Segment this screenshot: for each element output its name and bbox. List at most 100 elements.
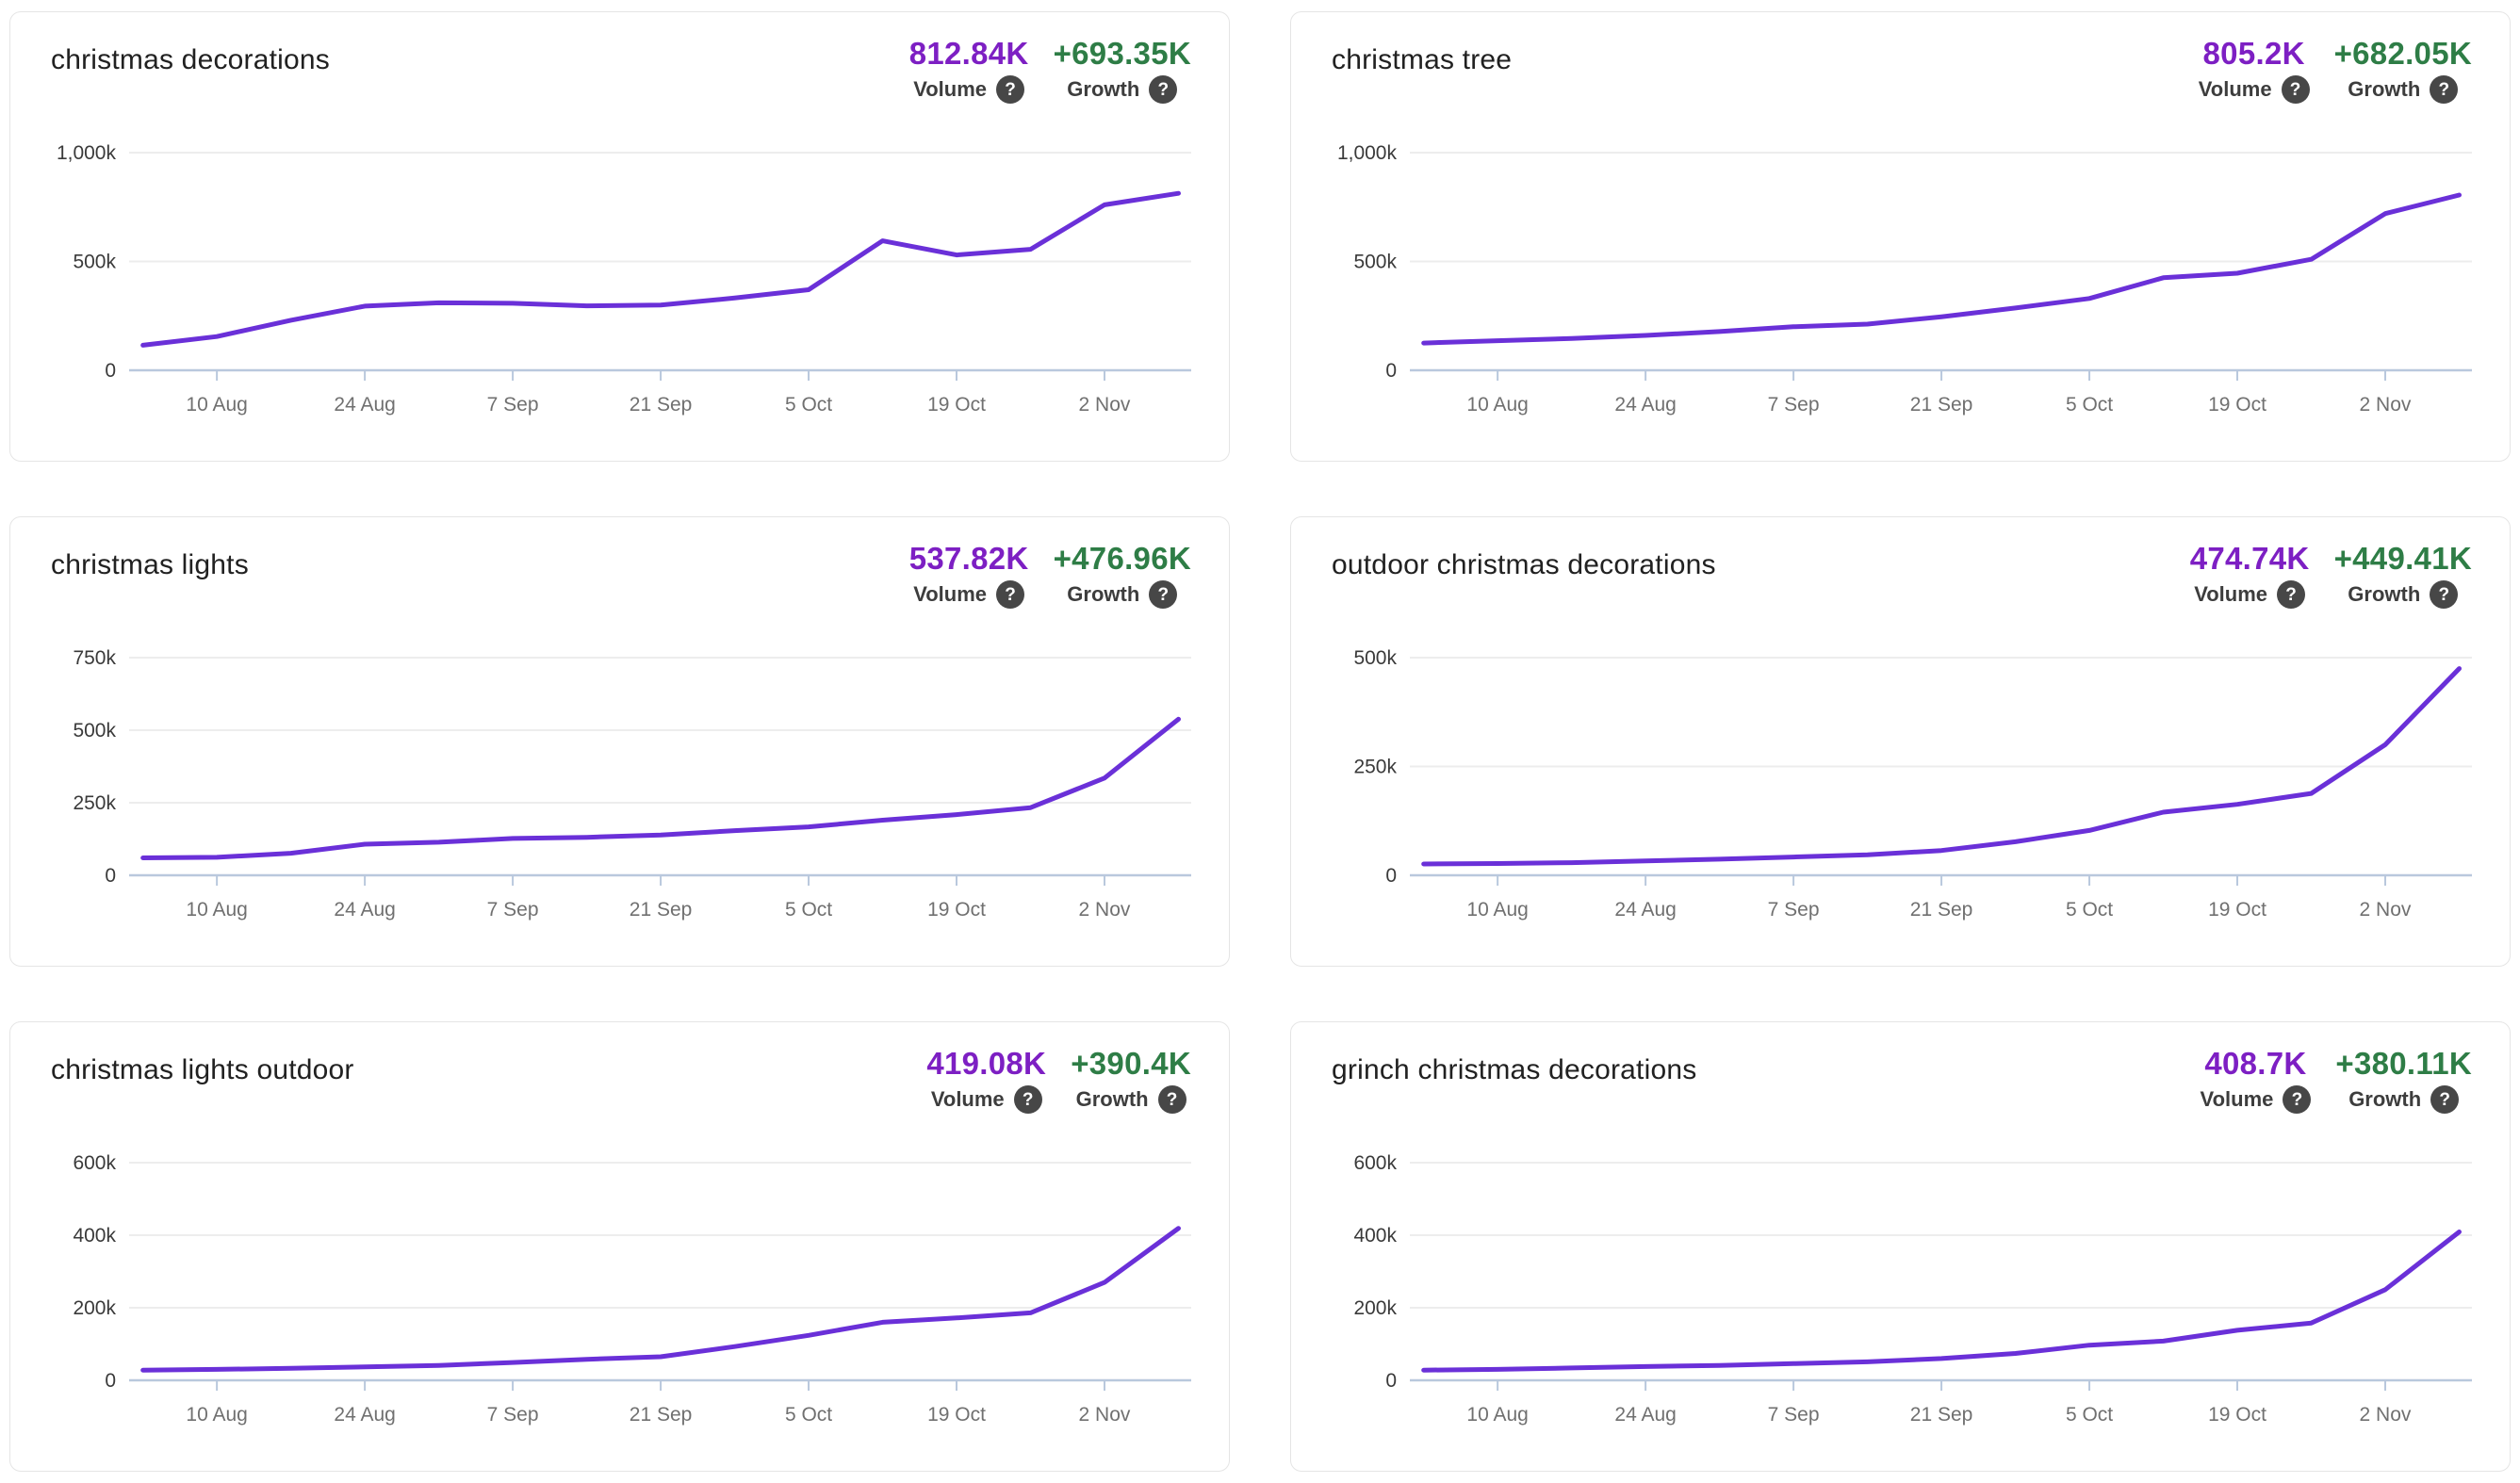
trend-line <box>1421 666 2462 867</box>
x-tick-label: 7 Sep <box>1768 394 1820 416</box>
volume-help-icon[interactable]: ? <box>2281 75 2310 104</box>
keyword-card: outdoor christmas decorations 474.74K Vo… <box>1290 516 2511 967</box>
volume-help-icon[interactable]: ? <box>1013 1085 1042 1114</box>
x-tick-label: 24 Aug <box>334 899 395 921</box>
growth-help-icon[interactable]: ? <box>1149 75 1178 104</box>
x-tick-label: 5 Oct <box>785 1404 832 1426</box>
x-tick-label: 2 Nov <box>2360 1404 2412 1426</box>
y-tick-label: 0 <box>105 360 116 382</box>
metrics-block: 408.7K Volume ? +380.11K Growth ? <box>2201 1047 2472 1114</box>
growth-metric: +380.11K Growth ? <box>2335 1047 2472 1114</box>
growth-label-row: Growth ? <box>1067 580 1178 609</box>
volume-label-row: Volume ? <box>2194 580 2306 609</box>
x-tick-label: 2 Nov <box>1079 899 1131 921</box>
trend-line <box>140 190 1181 348</box>
growth-metric: +682.05K Growth ? <box>2334 37 2472 104</box>
x-tick-label: 21 Sep <box>1910 1404 1973 1426</box>
growth-label: Growth <box>2348 77 2421 101</box>
growth-help-icon[interactable]: ? <box>1149 580 1178 609</box>
question-mark-glyph: ? <box>1005 79 1016 100</box>
y-tick-label: 0 <box>1385 865 1397 887</box>
volume-metric: 537.82K Volume ? <box>909 542 1029 609</box>
growth-label-row: Growth ? <box>2348 1085 2460 1114</box>
volume-metric: 474.74K Volume ? <box>2190 542 2310 609</box>
x-tick-label: 19 Oct <box>927 899 986 921</box>
volume-label: Volume <box>913 582 988 606</box>
growth-label-row: Growth ? <box>2348 580 2459 609</box>
x-tick-label: 24 Aug <box>1614 899 1676 921</box>
x-tick-label: 19 Oct <box>2208 394 2266 416</box>
keyword-title: outdoor christmas decorations <box>1332 549 1716 580</box>
x-tick-label: 10 Aug <box>186 394 247 416</box>
x-tick-label: 24 Aug <box>1614 394 1676 416</box>
trend-line-chart: 0 250k 500k 750k 10 Aug 24 Aug 7 Sep 21 Sep 5 Oc… <box>73 647 1191 921</box>
growth-label: Growth <box>1075 1087 1149 1111</box>
volume-label: Volume <box>913 77 988 101</box>
metrics-block: 474.74K Volume ? +449.41K Growth ? <box>2190 542 2472 609</box>
question-mark-glyph: ? <box>2285 584 2297 605</box>
x-tick-label: 24 Aug <box>334 394 395 416</box>
y-tick-label: 200k <box>1353 1297 1397 1319</box>
growth-label-row: Growth ? <box>1067 75 1178 104</box>
question-mark-glyph: ? <box>2291 1089 2303 1110</box>
volume-label: Volume <box>2194 582 2268 606</box>
metrics-block: 419.08K Volume ? +390.4K Growth ? <box>926 1047 1191 1114</box>
y-tick-label: 600k <box>73 1152 116 1174</box>
trend-line-chart: 0 500k 1,000k 10 Aug 24 Aug 7 Sep 21 Sep 5 Oct 1… <box>57 142 1191 416</box>
x-tick-label: 5 Oct <box>785 899 832 921</box>
keyword-title: grinch christmas decorations <box>1332 1054 1697 1085</box>
keyword-title: christmas lights outdoor <box>51 1054 354 1085</box>
question-mark-glyph: ? <box>2289 79 2301 100</box>
growth-label-row: Growth ? <box>1076 1085 1186 1114</box>
volume-help-icon[interactable]: ? <box>2283 1085 2312 1114</box>
volume-label: Volume <box>930 1087 1005 1111</box>
keyword-card: christmas decorations 812.84K Volume ? +… <box>9 11 1230 462</box>
volume-value: 408.7K <box>2204 1046 2307 1081</box>
question-mark-glyph: ? <box>1166 1089 1178 1110</box>
volume-metric: 812.84K Volume ? <box>909 37 1029 104</box>
keyword-card: christmas lights outdoor 419.08K Volume … <box>9 1021 1230 1472</box>
metrics-block: 537.82K Volume ? +476.96K Growth ? <box>909 542 1191 609</box>
trend-line-chart: 0 250k 500k 10 Aug 24 Aug 7 Sep 21 Sep 5 Oct 19 … <box>1353 647 2472 921</box>
volume-value: 537.82K <box>908 541 1029 576</box>
y-tick-label: 500k <box>1353 647 1397 669</box>
volume-help-icon[interactable]: ? <box>996 75 1025 104</box>
growth-help-icon[interactable]: ? <box>1157 1085 1186 1114</box>
question-mark-glyph: ? <box>2438 584 2450 605</box>
x-tick-label: 7 Sep <box>1768 1404 1820 1426</box>
x-tick-label: 24 Aug <box>1614 1404 1676 1426</box>
y-tick-label: 250k <box>73 792 116 814</box>
trend-line <box>1421 192 2462 346</box>
keyword-title: christmas tree <box>1332 44 1513 75</box>
volume-help-icon[interactable]: ? <box>2277 580 2306 609</box>
growth-help-icon[interactable]: ? <box>2430 75 2459 104</box>
growth-label-row: Growth ? <box>2348 75 2459 104</box>
y-tick-label: 500k <box>1353 252 1397 273</box>
volume-value: 419.08K <box>926 1046 1047 1081</box>
question-mark-glyph: ? <box>1005 584 1016 605</box>
y-tick-label: 400k <box>73 1225 116 1247</box>
growth-help-icon[interactable]: ? <box>2430 580 2459 609</box>
keyword-card: christmas lights 537.82K Volume ? +476.9… <box>9 516 1230 967</box>
x-tick-label: 7 Sep <box>487 1404 539 1426</box>
x-tick-label: 2 Nov <box>1079 1404 1131 1426</box>
x-tick-label: 5 Oct <box>2066 899 2113 921</box>
volume-label-row: Volume ? <box>2201 1085 2312 1114</box>
growth-value: +476.96K <box>1053 541 1191 576</box>
trend-line-chart: 0 200k 400k 600k 10 Aug 24 Aug 7 Sep 21 Sep 5 Oc… <box>73 1152 1191 1426</box>
growth-value: +449.41K <box>2333 541 2472 576</box>
trend-line <box>1421 1230 2462 1373</box>
growth-metric: +693.35K Growth ? <box>1054 37 1191 104</box>
trend-line-chart: 0 500k 1,000k 10 Aug 24 Aug 7 Sep 21 Sep 5 Oct 1… <box>1337 142 2472 416</box>
volume-help-icon[interactable]: ? <box>996 580 1025 609</box>
keyword-title: christmas decorations <box>51 44 330 75</box>
keyword-title: christmas lights <box>51 549 249 580</box>
growth-help-icon[interactable]: ? <box>2430 1085 2460 1114</box>
volume-value: 805.2K <box>2202 36 2305 71</box>
growth-metric: +476.96K Growth ? <box>1054 542 1191 609</box>
volume-label-row: Volume ? <box>931 1085 1042 1114</box>
y-tick-label: 0 <box>105 865 116 887</box>
x-tick-label: 5 Oct <box>785 394 832 416</box>
trend-line <box>140 716 1181 860</box>
x-tick-label: 21 Sep <box>630 899 693 921</box>
